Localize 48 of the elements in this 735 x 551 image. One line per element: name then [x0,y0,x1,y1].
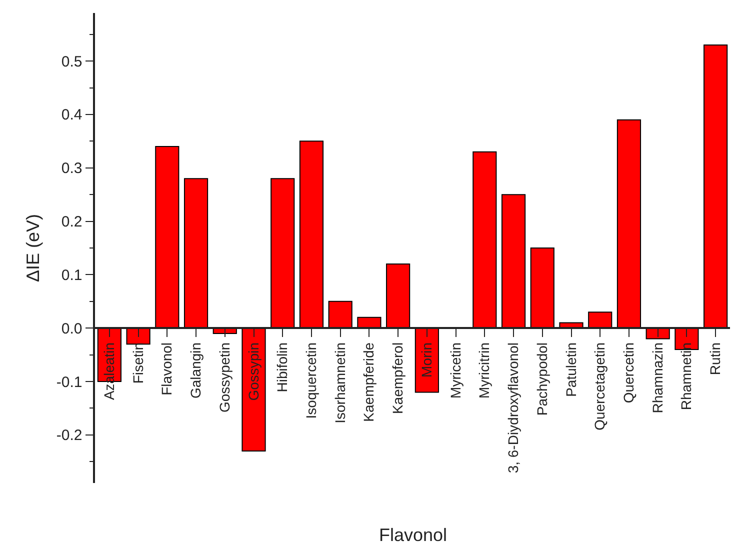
y-tick-label: 0.3 [61,160,82,178]
bar [530,248,554,329]
x-tick-label: Myricetin [447,342,464,398]
x-axis-title: Flavonol [379,525,448,545]
bar [414,328,439,393]
x-tick-label: Morin [418,342,434,378]
y-tick-label: 0.1 [61,266,82,284]
x-tick-label: Gossypetin [216,342,232,413]
y-tick-label: 0.2 [61,214,82,231]
bar [328,300,352,329]
x-tick-label: Galangin [188,342,204,399]
x-tick-label: Isoquercetin [303,342,320,419]
x-tick-label: Myricitrin [476,342,492,398]
bar [155,146,180,329]
y-tick-label: -0.1 [56,374,82,391]
bar [242,328,266,452]
x-tick-label: Rhamnetin [678,342,694,410]
x-tick-label: Isorhamnetin [332,342,348,424]
y-tick-label: 0.0 [61,320,82,338]
bar [646,328,670,340]
x-tick-label: Flavonol [158,342,175,396]
x-tick-label: Quercetagetin [592,342,608,430]
x-tick-label: Pachypodol [534,342,550,416]
bar [386,264,410,329]
x-tick-label: Gossypin [245,342,262,401]
x-tick-label: Kaempferol [390,342,406,414]
x-tick-label: Patuletin [562,342,579,397]
x-tick-label: Rhamnazin [649,342,666,414]
bar [270,178,295,329]
x-tick-label: Quercetin [620,342,637,404]
y-tick-label: 0.4 [61,106,82,124]
bar [501,194,526,329]
bar [299,140,324,329]
y-tick-label: 0.5 [61,53,82,70]
y-tick-label: -0.2 [56,427,82,444]
x-tick-label: Hibifolin [274,342,290,392]
bar [126,328,150,345]
x-tick-label: Fisetin [130,342,146,384]
x-tick-label: Rutin [707,342,724,376]
bar [704,44,728,329]
bar [472,151,497,329]
x-tick-label: Kaempferide [360,342,377,422]
x-tick-label: Azaleatin [100,342,117,400]
bar [616,119,642,329]
x-tick-label: 3, 6-Diydroxyflavonol [505,342,522,474]
bar [588,312,612,329]
y-axis-title: ΔIE (eV) [23,214,44,282]
bar [184,178,208,329]
